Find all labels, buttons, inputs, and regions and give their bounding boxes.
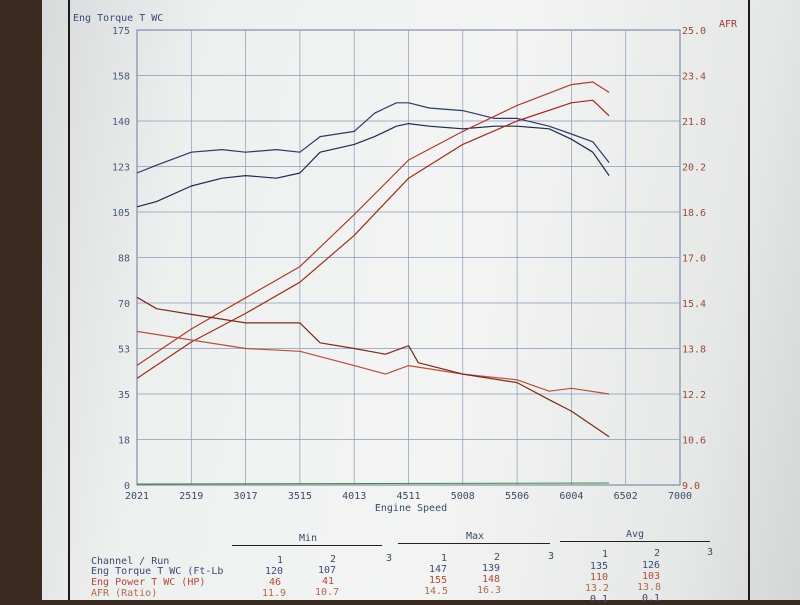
sheet-left-border <box>68 0 70 600</box>
series-line-3 <box>136 99 610 379</box>
x-tick-label: 3017 <box>234 491 258 502</box>
baseline-trace <box>136 482 610 485</box>
left-axis-title: Eng Torque T WC <box>73 13 163 24</box>
x-tick-label: 3515 <box>288 491 312 502</box>
x-tick-label: 2021 <box>125 491 149 502</box>
x-tick-label: 5008 <box>451 491 475 502</box>
x-tick-label: 4511 <box>396 491 420 502</box>
ticks-layer: 2021 2519 3017 3515 4013 4511 5008 5506 6004 6502… <box>112 26 706 502</box>
y-left-tick-label: 175 <box>112 26 130 37</box>
x-axis-title: Engine Speed <box>375 503 447 514</box>
y-left-tick-label: 18 <box>118 436 130 447</box>
series-line-0 <box>136 102 610 174</box>
y-right-tick-label: 20.2 <box>682 163 706 174</box>
grid-lines <box>137 30 680 485</box>
y-left-tick-label: 140 <box>112 117 130 128</box>
x-tick-label: 7000 <box>668 491 692 502</box>
y-right-tick-label: 23.4 <box>682 72 706 83</box>
y-right-tick-label: 10.6 <box>682 436 706 447</box>
sheet-right-border <box>748 0 750 600</box>
paper-sheet <box>42 0 800 600</box>
y-left-tick-label: 105 <box>112 208 130 219</box>
y-left-tick-label: 123 <box>112 163 130 174</box>
y-left-tick-label: 53 <box>118 345 130 356</box>
y-right-tick-label: 12.2 <box>682 390 706 401</box>
y-left-tick-label: 35 <box>118 390 130 401</box>
y-right-tick-label: 13.8 <box>682 345 706 356</box>
y-left-tick-label: 158 <box>112 72 130 83</box>
x-tick-label: 6502 <box>614 491 638 502</box>
y-right-tick-label: 9.0 <box>682 481 700 492</box>
x-tick-label: 2519 <box>179 491 203 502</box>
x-tick-label: 6004 <box>559 491 583 502</box>
y-right-tick-label: 25.0 <box>682 26 706 37</box>
y-right-tick-label: 15.4 <box>682 299 706 310</box>
y-left-tick-label: 70 <box>118 299 130 310</box>
y-right-tick-label: 17.0 <box>682 254 706 265</box>
x-tick-label: 5506 <box>505 491 529 502</box>
series-line-2 <box>136 81 610 366</box>
right-axis-title: AFR <box>719 19 738 30</box>
series-line-5 <box>136 296 610 438</box>
series-line-1 <box>136 122 610 208</box>
series-layer <box>136 81 610 485</box>
series-line-4 <box>136 330 610 395</box>
y-left-tick-label: 0 <box>124 481 130 492</box>
x-tick-label: 4013 <box>342 491 366 502</box>
y-left-tick-label: 88 <box>118 254 130 265</box>
y-right-tick-label: 21.8 <box>682 117 706 128</box>
y-right-tick-label: 18.6 <box>682 208 706 219</box>
